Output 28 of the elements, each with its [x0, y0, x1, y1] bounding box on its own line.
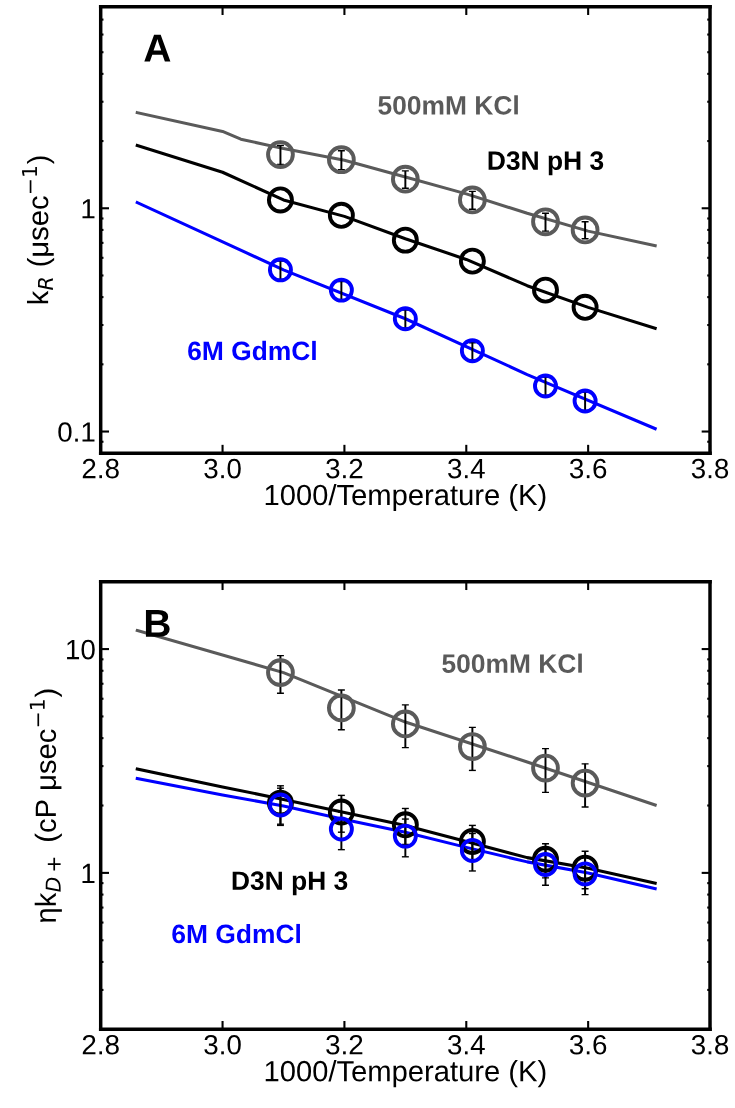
- x-tick-label: 3.8: [691, 458, 729, 479]
- series-label: 500mM KCl: [442, 653, 582, 673]
- x-tick-label: 2.8: [82, 1034, 119, 1055]
- x-tick-label: 3.2: [326, 1034, 363, 1055]
- x-tick-label: 3.6: [569, 1034, 607, 1055]
- x-axis-title: 1000/Temperature (K): [265, 483, 546, 512]
- x-tick-label: 2.8: [82, 458, 119, 479]
- series-label: D3N pH 3: [232, 871, 348, 896]
- text: B: [145, 609, 170, 637]
- series-label: 6M GdmCl: [188, 340, 316, 361]
- x-tick-label: 3.4: [448, 458, 485, 479]
- series-label: 500mM KCl: [378, 95, 518, 115]
- x-tick-label: 3.0: [204, 1034, 241, 1055]
- text: D3N pH 3: [488, 151, 604, 176]
- x-tick-label: 3.0: [204, 458, 241, 479]
- x-tick-label: 3.2: [326, 458, 363, 479]
- y-tick-label: 1: [82, 199, 95, 219]
- text: 6M GdmCl: [172, 923, 300, 944]
- y-tick-label: 0.1: [58, 422, 95, 442]
- y-tick-label: 10: [67, 639, 95, 660]
- y-tick-label: 1: [82, 863, 95, 883]
- x-tick-label: 3.8: [691, 1034, 729, 1055]
- x-tick-label: 3.6: [569, 458, 607, 479]
- y-axis-title: k$_{R}$ (μsec$^{−1}$): [22, 156, 55, 304]
- x-axis-title: 1000/Temperature (K): [265, 1060, 546, 1088]
- y-axis-title: ηk$_{D+}$ (cP μsec$^{−1}$): [29, 689, 62, 922]
- text: A: [144, 34, 171, 62]
- x-tick-label: 3.4: [448, 1034, 485, 1055]
